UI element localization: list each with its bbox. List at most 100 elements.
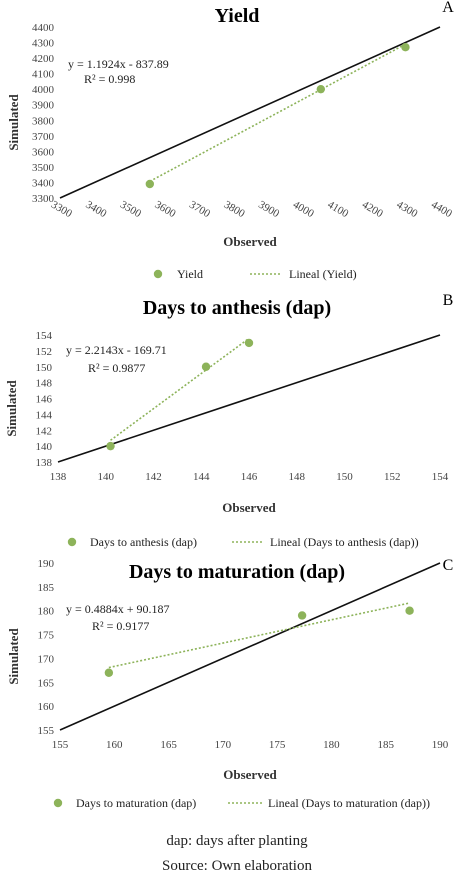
y-tick-label: 142 xyxy=(36,425,53,437)
x-tick-label: 3500 xyxy=(118,199,143,221)
x-tick-label: 155 xyxy=(52,739,69,751)
y-tick-label: 160 xyxy=(38,701,55,713)
y-tick-label: 3300 xyxy=(32,193,55,205)
data-point xyxy=(145,179,155,189)
y-tick-label: 4400 xyxy=(32,22,55,34)
y-tick-label: 138 xyxy=(36,457,53,469)
x-tick-label: 3400 xyxy=(84,199,109,221)
x-tick-label: 4000 xyxy=(291,199,316,221)
x-tick-label: 148 xyxy=(289,471,306,483)
identity-line xyxy=(57,334,441,463)
x-tick-label: 144 xyxy=(193,471,210,483)
y-tick-label: 154 xyxy=(36,330,53,342)
y-tick-label: 152 xyxy=(36,346,53,358)
y-tick-label: 3800 xyxy=(32,115,55,127)
legend-marker xyxy=(53,798,63,808)
data-point xyxy=(244,338,254,348)
x-tick-label: 138 xyxy=(50,471,67,483)
x-tick-label: 3800 xyxy=(222,199,247,221)
legend-trend-label: Lineal (Yield) xyxy=(289,267,357,281)
r-squared: R² = 0.9877 xyxy=(88,361,145,375)
y-tick-label: 170 xyxy=(38,653,55,665)
r-squared: R² = 0.9177 xyxy=(92,619,149,633)
x-tick-label: 165 xyxy=(160,739,177,751)
chart-title: Days to maturation (dap) xyxy=(129,561,345,583)
y-tick-label: 144 xyxy=(36,409,53,421)
y-tick-label: 3400 xyxy=(32,177,55,189)
x-tick-label: 140 xyxy=(98,471,115,483)
x-tick-label: 4200 xyxy=(360,199,385,221)
trendline xyxy=(110,337,250,441)
r-squared: R² = 0.998 xyxy=(84,72,135,86)
legend-trend-label: Lineal (Days to anthesis (dap)) xyxy=(270,535,419,549)
data-point xyxy=(401,43,410,52)
panel-letter: B xyxy=(443,292,454,309)
x-axis-label: Observed xyxy=(223,767,277,782)
legend-series-label: Yield xyxy=(177,267,203,281)
y-tick-label: 4200 xyxy=(32,53,55,65)
y-tick-label: 140 xyxy=(36,441,53,453)
data-point xyxy=(104,668,114,677)
data-point xyxy=(405,606,414,615)
trend-equation: y = 0.4884x + 90.187 xyxy=(66,602,170,616)
legend-series-label: Days to anthesis (dap) xyxy=(90,535,197,549)
x-axis-label: Observed xyxy=(222,500,276,515)
x-tick-label: 152 xyxy=(384,471,401,483)
legend-marker xyxy=(153,269,163,279)
data-point xyxy=(297,611,307,620)
y-tick-label: 146 xyxy=(36,394,53,406)
legend-series-label: Days to maturation (dap) xyxy=(76,796,196,810)
chart-title: Yield xyxy=(215,5,260,27)
x-tick-label: 4100 xyxy=(325,199,350,221)
legend-marker xyxy=(67,537,77,547)
x-axis-label: Observed xyxy=(223,234,277,249)
y-tick-label: 190 xyxy=(38,558,55,570)
footnote-source: Source: Own elaboration xyxy=(162,858,312,874)
trend-equation: y = 2.2143x - 169.71 xyxy=(66,343,167,357)
x-tick-label: 150 xyxy=(336,471,353,483)
y-tick-label: 165 xyxy=(38,677,55,689)
x-tick-label: 3600 xyxy=(153,199,178,221)
x-tick-label: 4300 xyxy=(394,199,419,221)
y-tick-label: 3600 xyxy=(32,146,55,158)
footnote-dap: dap: days after planting xyxy=(166,833,308,849)
panel-letter: A xyxy=(442,0,454,16)
x-tick-label: 170 xyxy=(215,739,232,751)
y-tick-label: 3500 xyxy=(32,162,55,174)
x-tick-label: 185 xyxy=(377,739,394,751)
legend-trend-label: Lineal (Days to maturation (dap)) xyxy=(268,796,430,810)
y-tick-label: 4000 xyxy=(32,84,55,96)
y-axis-label: Simulated xyxy=(4,380,19,437)
y-axis-label: Simulated xyxy=(6,628,21,685)
data-point xyxy=(316,84,326,94)
x-tick-label: 190 xyxy=(432,739,449,751)
y-tick-label: 3900 xyxy=(32,100,55,112)
data-point xyxy=(201,362,211,371)
y-axis-label: Simulated xyxy=(6,94,21,151)
y-tick-label: 155 xyxy=(38,725,55,737)
y-tick-label: 185 xyxy=(38,582,55,594)
data-point xyxy=(106,441,115,451)
trendline xyxy=(149,43,406,183)
y-tick-label: 148 xyxy=(36,378,53,390)
x-tick-label: 3300 xyxy=(49,199,74,221)
y-tick-label: 4300 xyxy=(32,38,55,50)
y-tick-label: 180 xyxy=(38,606,55,618)
x-tick-label: 180 xyxy=(323,739,340,751)
x-tick-label: 175 xyxy=(269,739,286,751)
trendline xyxy=(108,602,410,669)
x-tick-label: 154 xyxy=(432,471,449,483)
y-tick-label: 4100 xyxy=(32,69,55,81)
x-tick-label: 4400 xyxy=(429,199,454,221)
identity-line xyxy=(59,26,441,199)
x-tick-label: 146 xyxy=(241,471,258,483)
y-tick-label: 150 xyxy=(36,362,53,374)
chart-title: Days to anthesis (dap) xyxy=(143,297,331,319)
x-tick-label: 3700 xyxy=(187,199,212,221)
x-tick-label: 160 xyxy=(106,739,123,751)
identity-line xyxy=(59,562,441,731)
panel-letter: C xyxy=(443,557,454,574)
y-tick-label: 3700 xyxy=(32,131,55,143)
trend-equation: y = 1.1924x - 837.89 xyxy=(68,57,169,71)
